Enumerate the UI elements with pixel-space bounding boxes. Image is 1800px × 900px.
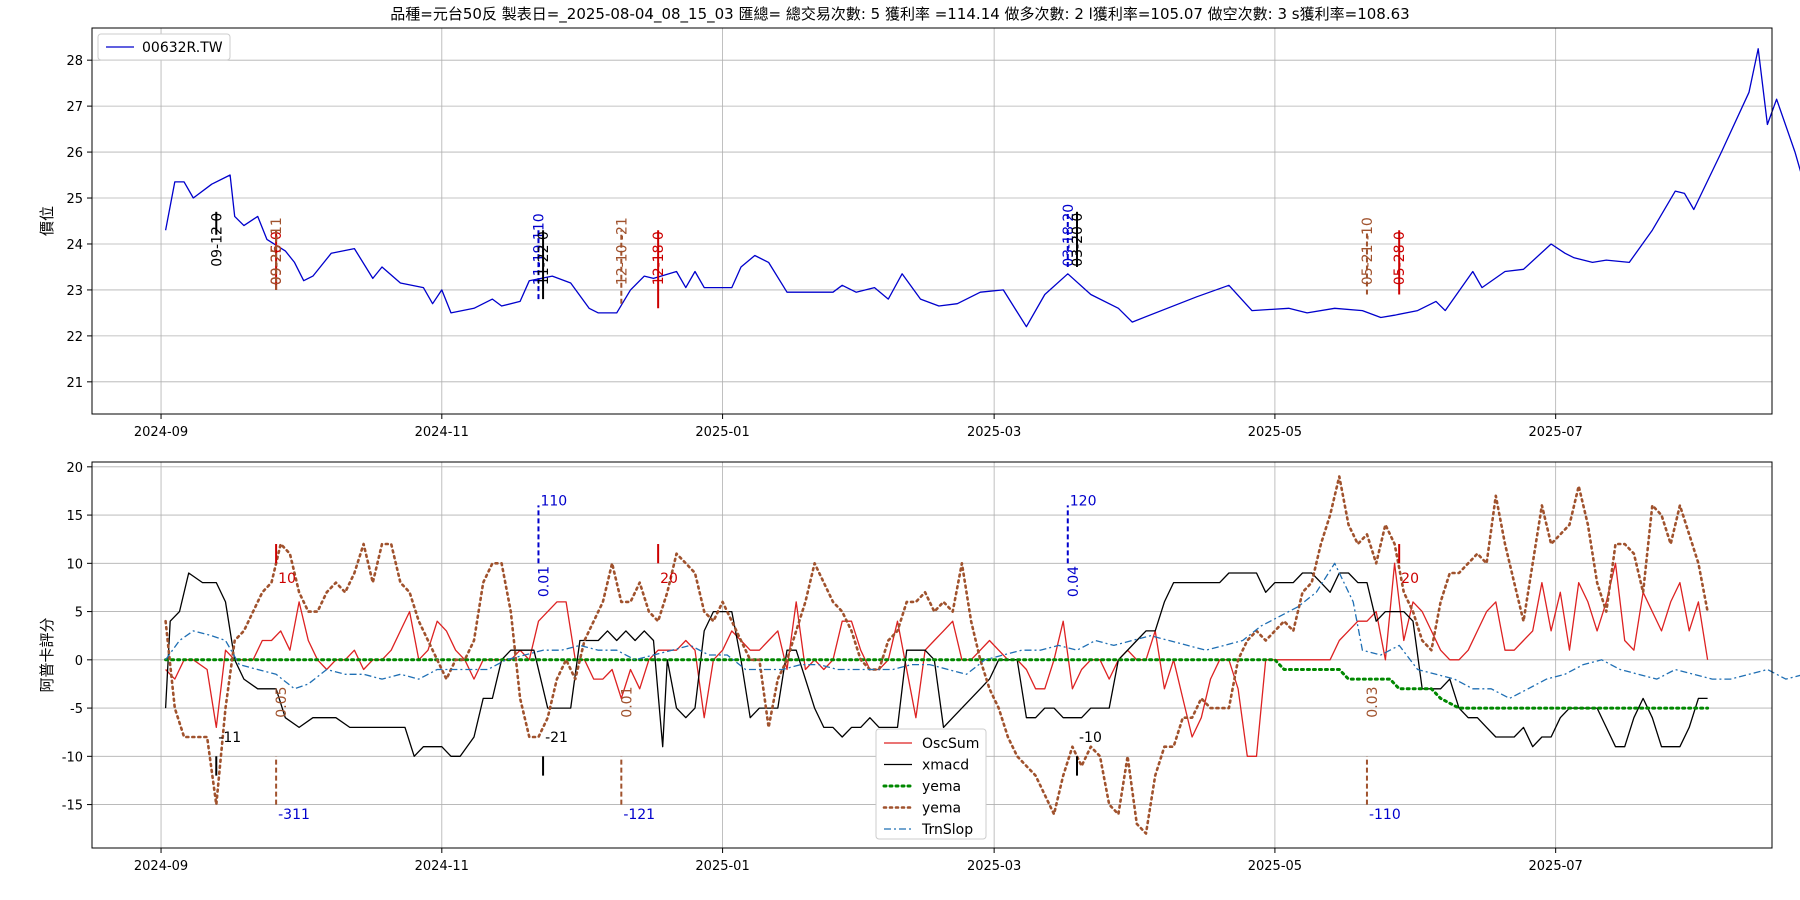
score-legend-box: [875, 728, 987, 840]
signal-label: -11: [218, 730, 241, 746]
signal-label: 20: [660, 571, 678, 587]
x-tick-label: 2024-09: [134, 859, 188, 874]
x-tick-label: 2025-07: [1529, 859, 1583, 874]
price-legend-label: 00632R.TW: [142, 40, 223, 56]
price-grid: [92, 28, 1772, 414]
x-tick-label: 2025-03: [967, 425, 1021, 440]
price-y-ticks: 21 22 23 24 25 26 27 28: [66, 54, 92, 391]
y-tick-label: 24: [66, 238, 83, 253]
signal-label: 0.01: [619, 687, 635, 718]
y-tick-label: 20: [66, 461, 83, 476]
signal-label: 0.04: [1066, 566, 1082, 597]
signal-label: 0.01: [537, 566, 553, 597]
y-tick-label: 5: [75, 606, 83, 621]
price-x-ticks: 2024-09 2024-11 2025-01 2025-03 2025-05 2025-…: [134, 414, 1583, 440]
price-series: [164, 48, 1800, 328]
x-tick-label: 2025-07: [1529, 425, 1583, 440]
series-line-trnslop: [165, 562, 1800, 700]
signal-label: -121: [623, 807, 655, 823]
y-tick-label: 23: [66, 284, 83, 299]
x-tick-label: 2025-05: [1248, 859, 1302, 874]
signal-label: 120: [1070, 494, 1097, 510]
y-tick-label: 0: [75, 654, 83, 669]
y-tick-label: 27: [66, 100, 83, 115]
score-y-axis-label: 阿普卡評分: [38, 617, 56, 692]
signal-label: 03-18 20: [1061, 204, 1077, 267]
score-panel: -11 10 0.05 -311 110 0.01 -21 0.01 -121 20 120 0.04…: [38, 461, 1800, 874]
signal-label: 0.05: [274, 687, 290, 718]
y-tick-label: 25: [66, 192, 83, 207]
series-line-yema: [164, 475, 1709, 835]
x-tick-label: 2025-05: [1248, 425, 1302, 440]
score-signals: -11 10 0.05 -311 110 0.01 -21 0.01 -121 20 120 0.04…: [215, 494, 1419, 823]
signal-label: 0.03: [1365, 687, 1381, 718]
price-y-axis-label: 價位: [38, 206, 56, 236]
signal-label: 09-12 0: [209, 213, 225, 267]
x-tick-label: 2024-11: [415, 425, 469, 440]
score-legend-label: yema: [922, 801, 961, 817]
y-tick-label: 10: [66, 557, 83, 572]
series-line-yema: [164, 658, 1710, 710]
score-series: [164, 475, 1800, 835]
signal-label: 12-18 0: [651, 231, 667, 285]
signal-label: 09-25 -11: [269, 217, 285, 285]
y-tick-label: -10: [62, 750, 83, 765]
signal-label: -311: [278, 807, 310, 823]
series-line-oscsum: [165, 562, 1709, 757]
signal-label: -110: [1369, 807, 1401, 823]
y-tick-label: -15: [62, 799, 83, 814]
signal-label: 03-20 0: [1070, 213, 1086, 267]
price-legend: 00632R.TW: [97, 33, 231, 61]
signal-label: 10: [278, 571, 296, 587]
signal-label: -21: [545, 730, 568, 746]
signal-label: 05-21 -10: [1360, 217, 1376, 285]
signal-label: 12-10 -21: [614, 217, 630, 285]
y-tick-label: 15: [66, 509, 83, 524]
x-tick-label: 2024-09: [134, 425, 188, 440]
y-tick-label: 21: [66, 376, 83, 391]
x-tick-label: 2025-03: [967, 859, 1021, 874]
y-tick-label: 26: [66, 146, 83, 161]
price-legend-box: [97, 33, 231, 61]
score-legend: OscSum xmacd yema yema TrnSlop: [875, 728, 987, 840]
signal-label: 110: [540, 494, 567, 510]
x-tick-label: 2025-01: [695, 425, 749, 440]
x-tick-label: 2024-11: [415, 859, 469, 874]
score-legend-label: xmacd: [922, 758, 969, 774]
score-legend-label: TrnSlop: [921, 822, 973, 838]
score-legend-label: OscSum: [922, 736, 979, 752]
score-y-ticks: -15 -10 -5 0 5 10 15 20: [62, 461, 92, 814]
signal-label: -10: [1079, 730, 1102, 746]
score-axes-frame: [91, 461, 1773, 849]
series-line-xmacd: [164, 572, 1708, 757]
signal-label: 20: [1401, 571, 1419, 587]
y-tick-label: 28: [66, 54, 83, 69]
price-axes-frame: [91, 27, 1773, 415]
score-legend-label: yema: [922, 779, 961, 795]
series-line-00632r-tw: [164, 48, 1800, 328]
signal-label: 05-28 0: [1392, 231, 1408, 285]
x-tick-label: 2025-01: [695, 859, 749, 874]
signal-label: 09-26 0: [269, 231, 285, 285]
y-tick-label: -5: [70, 702, 83, 717]
score-x-ticks: 2024-09 2024-11 2025-01 2025-03 2025-05 2025-…: [134, 848, 1583, 874]
signal-label: 11-22 0: [536, 231, 552, 285]
figure-title: 品種=元台50反 製表日=_2025-08-04_08_15_03 匯總= 總交…: [390, 5, 1409, 24]
y-tick-label: 22: [66, 330, 83, 345]
